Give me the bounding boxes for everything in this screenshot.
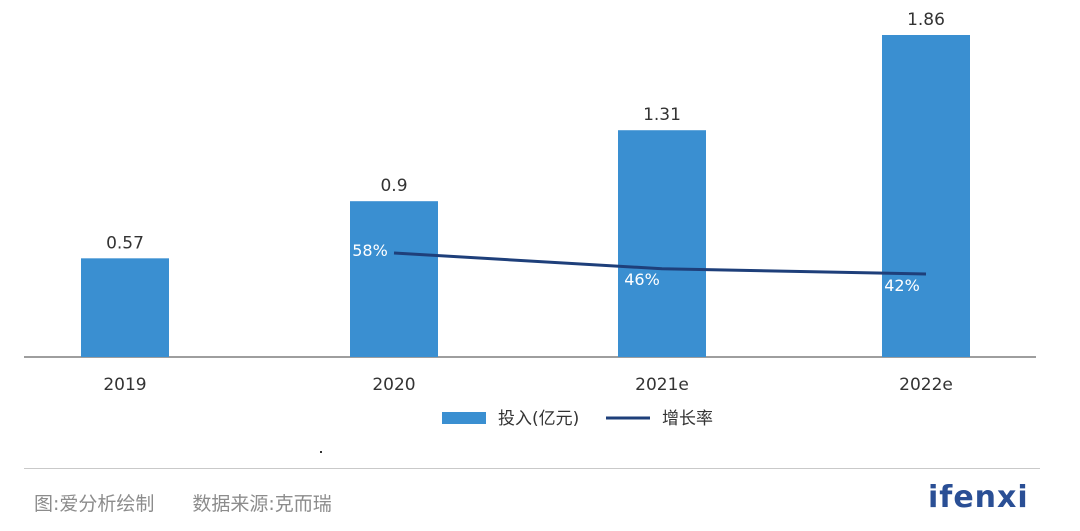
footer-divider bbox=[24, 468, 1040, 469]
x-tick-2019: 2019 bbox=[103, 375, 146, 395]
legend-line-label: 增长率 bbox=[662, 409, 713, 429]
growth-label-2020: 58% bbox=[352, 241, 388, 260]
bar-2022e bbox=[882, 35, 970, 357]
source-right: 数据来源:克而瑞 bbox=[192, 493, 332, 515]
bar-value-label-2021e: 1.31 bbox=[643, 105, 681, 125]
growth-line-series: 58% 46% 42% bbox=[352, 241, 927, 295]
bar-series bbox=[81, 35, 970, 357]
x-tick-2020: 2020 bbox=[372, 375, 415, 395]
ifenxi-logo: ifenxi bbox=[928, 480, 1029, 515]
bar-value-label-2020: 0.9 bbox=[380, 176, 407, 196]
bar-2019 bbox=[81, 258, 169, 357]
stray-dot bbox=[320, 451, 322, 453]
legend-bar-label: 投入(亿元) bbox=[498, 409, 579, 429]
source-left: 图:爱分析绘制 bbox=[34, 493, 155, 515]
x-tick-2022e: 2022e bbox=[899, 375, 953, 395]
bar-value-label-2022e: 1.86 bbox=[907, 10, 945, 30]
bar-2021e bbox=[618, 130, 706, 357]
growth-line bbox=[393, 251, 927, 276]
source-note: 图:爱分析绘制 数据来源:克而瑞 bbox=[34, 489, 332, 516]
bar-2020 bbox=[350, 201, 438, 357]
x-tick-2021e: 2021e bbox=[635, 375, 689, 395]
growth-label-2021e: 46% bbox=[624, 270, 660, 289]
footer: 图:爱分析绘制 数据来源:克而瑞 ifenxi bbox=[0, 468, 1080, 531]
bar-value-label-2019: 0.57 bbox=[106, 233, 144, 253]
bar-value-labels: 0.57 0.9 1.31 1.86 bbox=[106, 10, 945, 253]
x-tick-labels: 2019 2020 2021e 2022e bbox=[103, 375, 953, 395]
legend: 投入(亿元) 增长率 bbox=[442, 409, 713, 429]
chart: 0.570.91.311.86 58%46% 42% 2019 2020 2021e 2… bbox=[24, 10, 1036, 429]
growth-label-2022e: 42% bbox=[884, 276, 920, 295]
legend-bar-swatch bbox=[442, 412, 486, 424]
